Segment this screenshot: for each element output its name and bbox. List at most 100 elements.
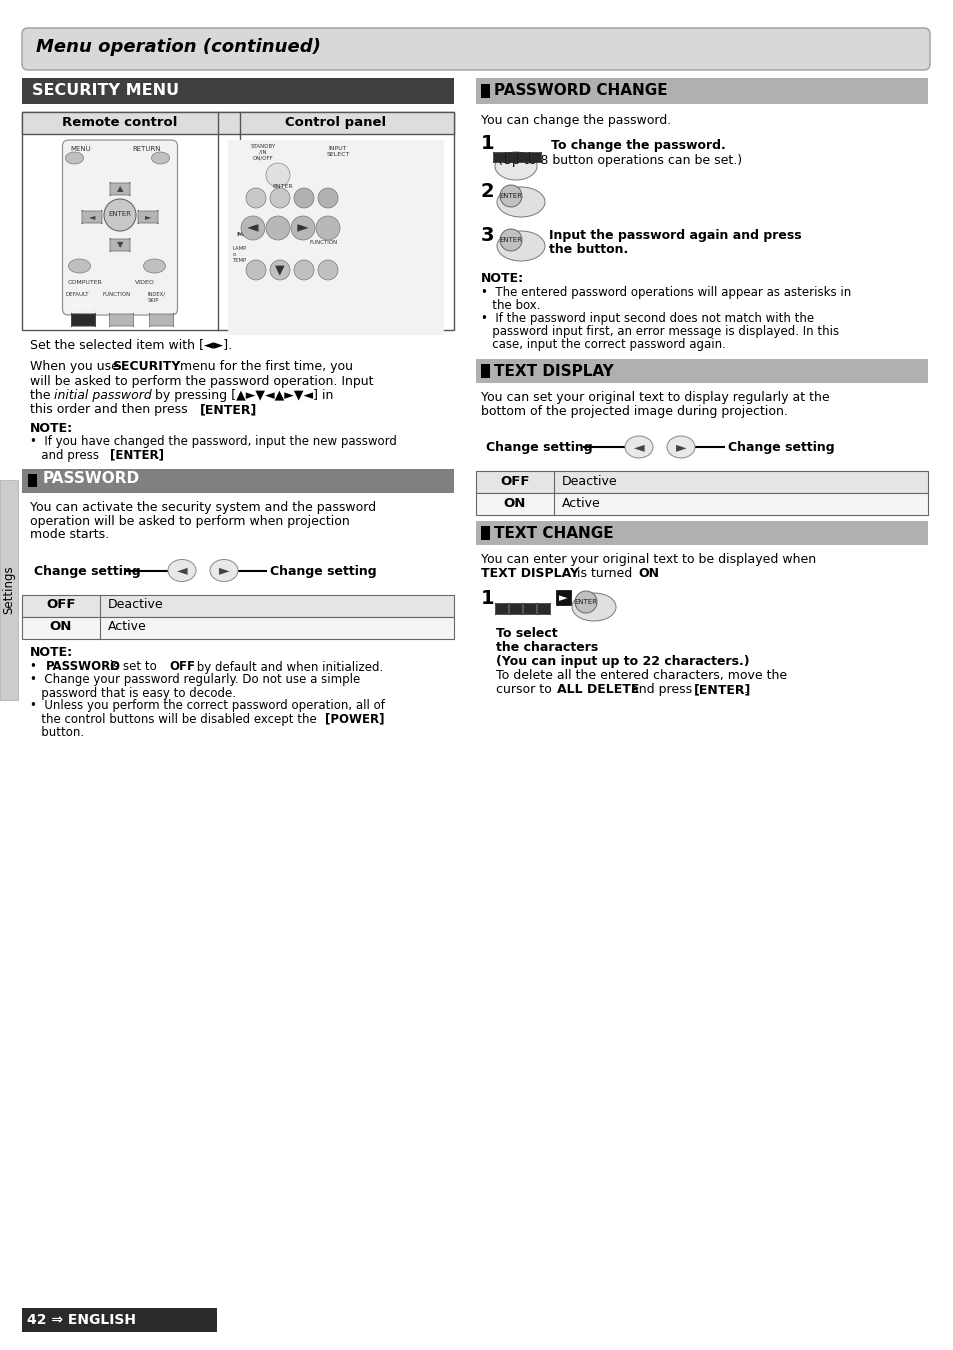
Text: ►: ►	[558, 593, 567, 603]
Circle shape	[294, 188, 314, 208]
Text: the button.: the button.	[548, 243, 628, 256]
Bar	[22, 594, 454, 617]
Text: ON: ON	[50, 621, 72, 633]
Text: NOTE:: NOTE:	[480, 271, 523, 285]
Text: ►: ►	[675, 440, 685, 454]
Text: Remote control: Remote control	[62, 116, 177, 130]
Circle shape	[317, 188, 337, 208]
Text: ENTER: ENTER	[109, 211, 132, 217]
Bar	[22, 468, 454, 493]
Text: Settings: Settings	[3, 566, 15, 614]
Text: Change setting: Change setting	[34, 564, 140, 578]
Circle shape	[499, 230, 521, 251]
Text: by default and when initialized.: by default and when initialized.	[193, 660, 383, 674]
Text: Change setting: Change setting	[270, 564, 376, 578]
Text: ◄: ◄	[497, 593, 505, 602]
Text: STANDBY
/IN
ON/OFF: STANDBY /IN ON/OFF	[251, 144, 275, 161]
Text: ▼: ▼	[539, 593, 547, 602]
Text: initial password: initial password	[54, 389, 152, 402]
Ellipse shape	[624, 436, 652, 458]
Bar	[556, 590, 571, 605]
Text: ON: ON	[503, 497, 526, 510]
Text: DEFAULT: DEFAULT	[66, 292, 89, 297]
Bar	[22, 617, 454, 639]
Text: ►: ►	[507, 140, 515, 151]
FancyBboxPatch shape	[509, 603, 522, 616]
Text: SECURITY: SECURITY	[112, 360, 180, 373]
Text: (You can input up to 22 characters.): (You can input up to 22 characters.)	[496, 655, 749, 668]
Text: To change the password.: To change the password.	[551, 139, 725, 153]
Text: ▼: ▼	[274, 263, 285, 277]
Text: You can set your original text to display regularly at the: You can set your original text to displa…	[480, 392, 829, 404]
Text: Active: Active	[561, 497, 600, 510]
Circle shape	[270, 261, 290, 279]
Bar	[22, 112, 454, 134]
Text: and press: and press	[626, 683, 696, 697]
Text: LAMP
o
TEMP: LAMP o TEMP	[233, 246, 247, 263]
Text: Menu operation (continued): Menu operation (continued)	[36, 38, 320, 55]
Text: .: .	[743, 683, 747, 697]
Text: ▲: ▲	[116, 184, 123, 193]
Ellipse shape	[497, 188, 544, 217]
Text: TEXT DISPLAY: TEXT DISPLAY	[494, 364, 613, 379]
Text: ►: ►	[298, 221, 308, 235]
Bar	[228, 140, 443, 335]
FancyBboxPatch shape	[110, 182, 130, 196]
Ellipse shape	[152, 153, 170, 163]
FancyBboxPatch shape	[517, 153, 529, 163]
Bar	[476, 471, 927, 493]
Text: TEXT CHANGE: TEXT CHANGE	[494, 526, 613, 541]
Text: ▼: ▼	[116, 240, 123, 248]
Bar	[476, 359, 927, 383]
Ellipse shape	[497, 231, 544, 261]
Text: ◄: ◄	[495, 140, 502, 151]
Text: NOTE:: NOTE:	[30, 647, 73, 660]
Text: Input the password again and press: Input the password again and press	[548, 230, 801, 242]
Text: MENU: MENU	[235, 232, 257, 238]
Text: by pressing [▲►▼◄▲►▼◄] in: by pressing [▲►▼◄▲►▼◄] in	[151, 389, 333, 402]
Text: FUNCTION: FUNCTION	[310, 240, 338, 244]
Text: is set to: is set to	[106, 660, 160, 674]
Text: You can activate the security system and the password: You can activate the security system and…	[30, 501, 375, 513]
Text: is turned: is turned	[573, 567, 636, 580]
Text: To delete all the entered characters, move the: To delete all the entered characters, mo…	[496, 670, 786, 682]
Text: the: the	[30, 389, 54, 402]
Text: ►: ►	[512, 593, 519, 602]
FancyBboxPatch shape	[495, 603, 508, 616]
FancyBboxPatch shape	[110, 313, 133, 327]
Ellipse shape	[66, 153, 84, 163]
Text: ▼: ▼	[531, 140, 538, 151]
Text: [ENTER]: [ENTER]	[693, 683, 751, 697]
FancyBboxPatch shape	[138, 211, 158, 224]
Text: the characters: the characters	[496, 641, 598, 653]
Text: and press: and press	[30, 448, 103, 462]
Text: the box.: the box.	[480, 298, 540, 312]
Text: MENU: MENU	[71, 146, 91, 153]
Text: OFF: OFF	[499, 475, 529, 487]
Text: Change setting: Change setting	[727, 441, 834, 454]
Text: When you use: When you use	[30, 360, 123, 373]
Text: ►: ►	[218, 563, 229, 578]
Text: To select: To select	[496, 626, 558, 640]
Circle shape	[246, 261, 266, 279]
Text: operation will be asked to perform when projection: operation will be asked to perform when …	[30, 514, 350, 528]
Text: the control buttons will be disabled except the: the control buttons will be disabled exc…	[30, 713, 320, 725]
FancyBboxPatch shape	[150, 313, 173, 327]
Circle shape	[266, 216, 290, 240]
Text: INPUT
SELECT: INPUT SELECT	[326, 146, 350, 157]
FancyBboxPatch shape	[537, 603, 550, 616]
Text: [ENTER]: [ENTER]	[200, 404, 257, 417]
Circle shape	[270, 188, 290, 208]
Text: 42 ⇒ ENGLISH: 42 ⇒ ENGLISH	[27, 1314, 136, 1327]
Text: ►: ►	[296, 220, 309, 235]
Circle shape	[575, 591, 597, 613]
Text: ENTER: ENTER	[499, 193, 522, 198]
Text: ▲: ▲	[518, 140, 526, 151]
Text: RETURN: RETURN	[132, 146, 161, 153]
Text: .: .	[250, 404, 253, 417]
Text: 1: 1	[480, 589, 494, 608]
Text: ►: ►	[145, 212, 152, 221]
Text: Deactive: Deactive	[561, 475, 617, 487]
Text: VIDEO: VIDEO	[134, 279, 154, 285]
Circle shape	[241, 216, 265, 240]
